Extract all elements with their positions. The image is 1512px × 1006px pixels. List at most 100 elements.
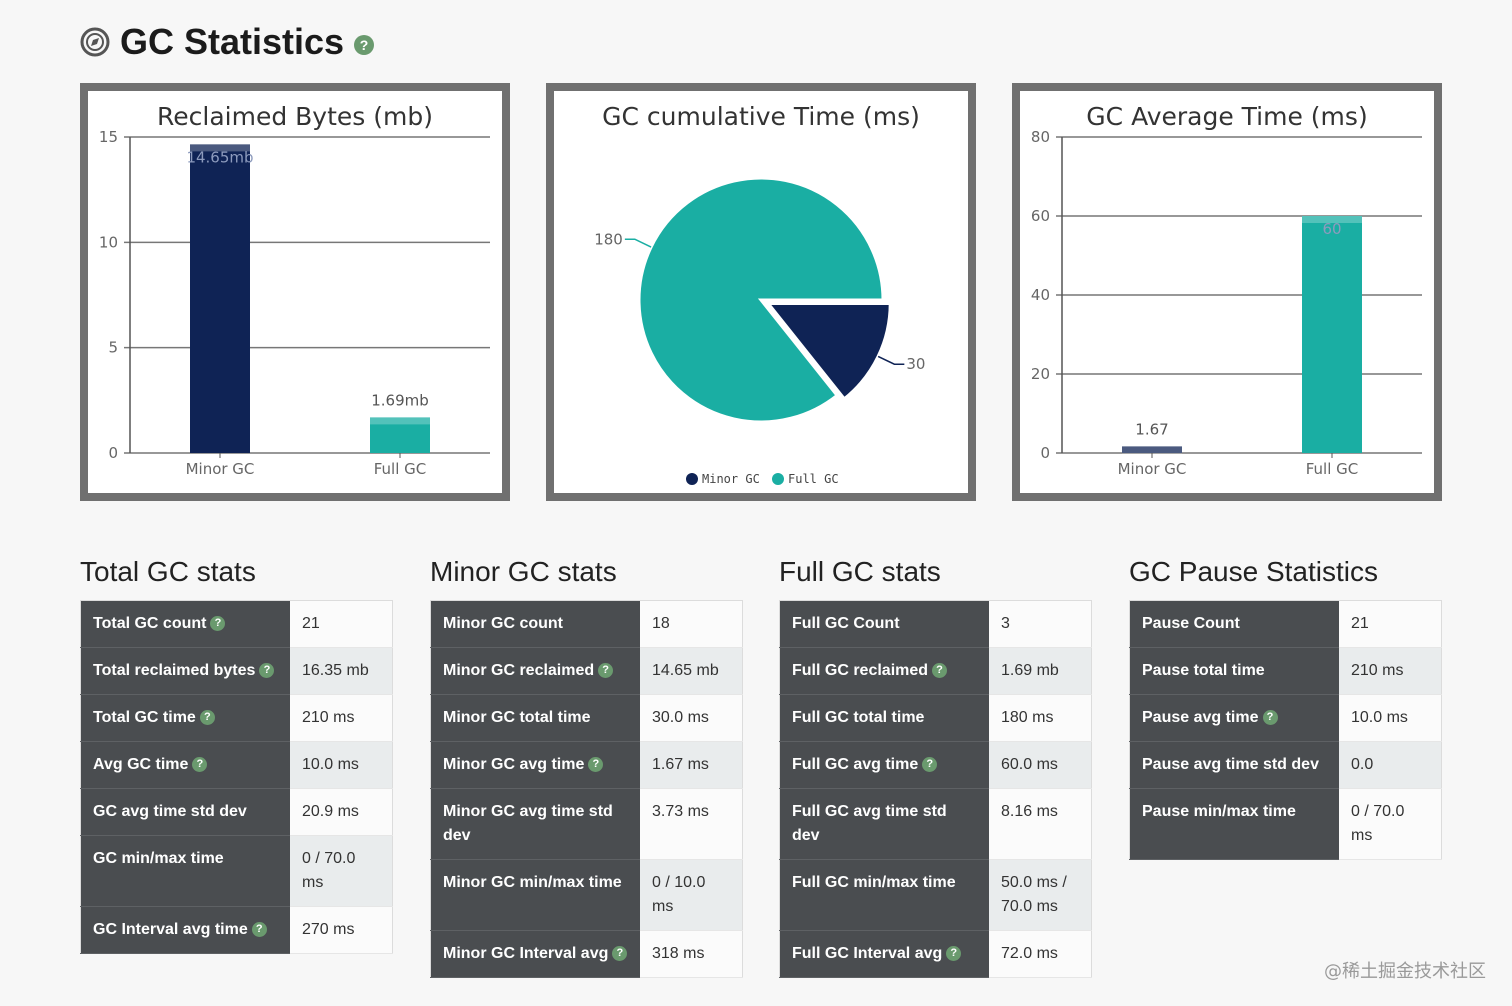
bar-minor-gc <box>1122 446 1182 453</box>
stat-value: 318 ms <box>640 930 743 978</box>
help-icon[interactable]: ? <box>354 35 375 55</box>
table-row: Total GC count? 21 <box>80 600 393 648</box>
y-tick-label: 60 <box>1031 207 1050 225</box>
stat-key-label: Pause avg time <box>1142 709 1259 726</box>
help-icon[interactable]: ? <box>598 663 614 679</box>
help-icon[interactable]: ? <box>932 663 948 679</box>
stat-value: 3.73 ms <box>640 788 743 860</box>
table-row: Pause avg time std dev 0.0 <box>1129 741 1442 789</box>
help-icon[interactable]: ? <box>192 757 208 773</box>
table-row: Pause Count 21 <box>1129 600 1442 648</box>
stat-value: 18 <box>640 600 743 648</box>
cumulative-time-svg: GC cumulative Time (ms) 30 180 Minor GC Full… <box>594 102 925 486</box>
stat-key-label: Full GC total time <box>792 709 925 726</box>
help-icon[interactable]: ? <box>210 616 226 632</box>
stat-key-label: Full GC Interval avg <box>792 945 943 962</box>
help-icon[interactable]: ? <box>251 922 267 938</box>
stat-key: Full GC total time <box>779 694 989 742</box>
stat-value: 1.67 ms <box>640 741 743 789</box>
table-row: Total reclaimed bytes? 16.35 mb <box>80 647 393 695</box>
table-row: Full GC min/max time 50.0 ms / 70.0 ms <box>779 859 1092 931</box>
stat-key: Full GC avg time std dev <box>779 788 989 860</box>
stat-key-label: Full GC avg time <box>792 756 919 773</box>
page-title: GC Statistics <box>120 21 345 62</box>
cumulative-time-chart: GC cumulative Time (ms) 30 180 Minor GC Full… <box>546 83 976 501</box>
table-row: Minor GC min/max time 0 / 10.0 ms <box>430 859 743 931</box>
y-tick-label: 40 <box>1031 286 1050 304</box>
x-tick-label: Minor GC <box>186 460 255 478</box>
table-row: Full GC total time 180 ms <box>779 694 1092 742</box>
stat-value: 20.9 ms <box>290 788 393 836</box>
stat-key: GC min/max time <box>80 835 290 907</box>
stat-key: Minor GC count <box>430 600 640 648</box>
stat-key: Avg GC time? <box>80 741 290 789</box>
stat-value: 21 <box>290 600 393 648</box>
page-header: GC Statistics ? <box>80 20 375 64</box>
help-icon[interactable]: ? <box>259 663 275 679</box>
stat-key: Minor GC min/max time <box>430 859 640 931</box>
reclaimed-bytes-svg: Reclaimed Bytes (mb) 0 5 10 15 Minor GC 14.65m… <box>99 102 490 478</box>
data-label: 14.65mb <box>186 148 253 166</box>
stat-key-label: Avg GC time <box>93 756 189 773</box>
full-gc-stats-table: Full GC Count 3 Full GC reclaimed? 1.69 mb F… <box>779 600 1092 978</box>
bar-highlight <box>190 144 250 152</box>
stat-key-label: Full GC reclaimed <box>792 662 929 679</box>
legend-marker <box>772 473 784 485</box>
stat-value: 60.0 ms <box>989 741 1092 789</box>
stat-key: Full GC reclaimed? <box>779 647 989 695</box>
stat-key-label: Full GC avg time std dev <box>792 803 947 844</box>
stat-value: 3 <box>989 600 1092 648</box>
table-row: Full GC avg time? 60.0 ms <box>779 741 1092 789</box>
stat-key: Pause min/max time <box>1129 788 1339 860</box>
stat-key-label: Minor GC avg time <box>443 756 585 773</box>
help-icon[interactable]: ? <box>612 946 628 962</box>
minor-gc-stats-title: Minor GC stats <box>430 556 617 587</box>
stat-key: Minor GC total time <box>430 694 640 742</box>
stat-key: Pause total time <box>1129 647 1339 695</box>
stat-key: Pause Count <box>1129 600 1339 648</box>
y-tick-label: 15 <box>99 128 118 146</box>
stat-value: 50.0 ms / 70.0 ms <box>989 859 1092 931</box>
stat-key-label: GC min/max time <box>93 850 224 867</box>
stat-value: 16.35 mb <box>290 647 393 695</box>
table-row: Minor GC avg time std dev 3.73 ms <box>430 788 743 860</box>
help-icon[interactable]: ? <box>588 757 604 773</box>
help-icon[interactable]: ? <box>199 710 215 726</box>
table-row: Avg GC time? 10.0 ms <box>80 741 393 789</box>
legend-label: Full GC <box>788 472 839 486</box>
y-tick-label: 80 <box>1031 128 1050 146</box>
help-icon[interactable]: ? <box>1262 710 1278 726</box>
stat-key-label: Pause min/max time <box>1142 803 1296 820</box>
stat-key-label: Full GC Count <box>792 615 900 632</box>
stat-key-label: Total GC count <box>93 615 207 632</box>
stat-key: Minor GC avg time std dev <box>430 788 640 860</box>
table-row: Total GC time? 210 ms <box>80 694 393 742</box>
stat-key: Minor GC reclaimed? <box>430 647 640 695</box>
stat-value: 210 ms <box>1339 647 1442 695</box>
legend-label: Minor GC <box>702 472 760 486</box>
data-label: 30 <box>906 355 925 373</box>
stat-key: Total reclaimed bytes? <box>80 647 290 695</box>
stat-value: 270 ms <box>290 906 393 954</box>
stat-key: Full GC Interval avg? <box>779 930 989 978</box>
stat-key-label: Total GC time <box>93 709 196 726</box>
help-icon[interactable]: ? <box>946 946 962 962</box>
table-row: Full GC reclaimed? 1.69 mb <box>779 647 1092 695</box>
table-row: Pause total time 210 ms <box>1129 647 1442 695</box>
stat-key-label: Pause Count <box>1142 615 1240 632</box>
stat-key: Total GC time? <box>80 694 290 742</box>
table-row: GC avg time std dev 20.9 ms <box>80 788 393 836</box>
help-icon[interactable]: ? <box>922 757 938 773</box>
stat-value: 0 / 70.0 ms <box>1339 788 1442 860</box>
stat-key: GC avg time std dev <box>80 788 290 836</box>
stat-value: 14.65 mb <box>640 647 743 695</box>
bar-highlight <box>1302 216 1362 223</box>
stat-key: Full GC Count <box>779 600 989 648</box>
bar-highlight <box>1122 446 1182 454</box>
stat-value: 72.0 ms <box>989 930 1092 978</box>
compass-icon <box>80 27 110 57</box>
table-row: Pause min/max time 0 / 70.0 ms <box>1129 788 1442 860</box>
full-gc-stats-title: Full GC stats <box>779 556 941 587</box>
y-tick-label: 0 <box>1040 444 1050 462</box>
table-row: Minor GC Interval avg? 318 ms <box>430 930 743 978</box>
